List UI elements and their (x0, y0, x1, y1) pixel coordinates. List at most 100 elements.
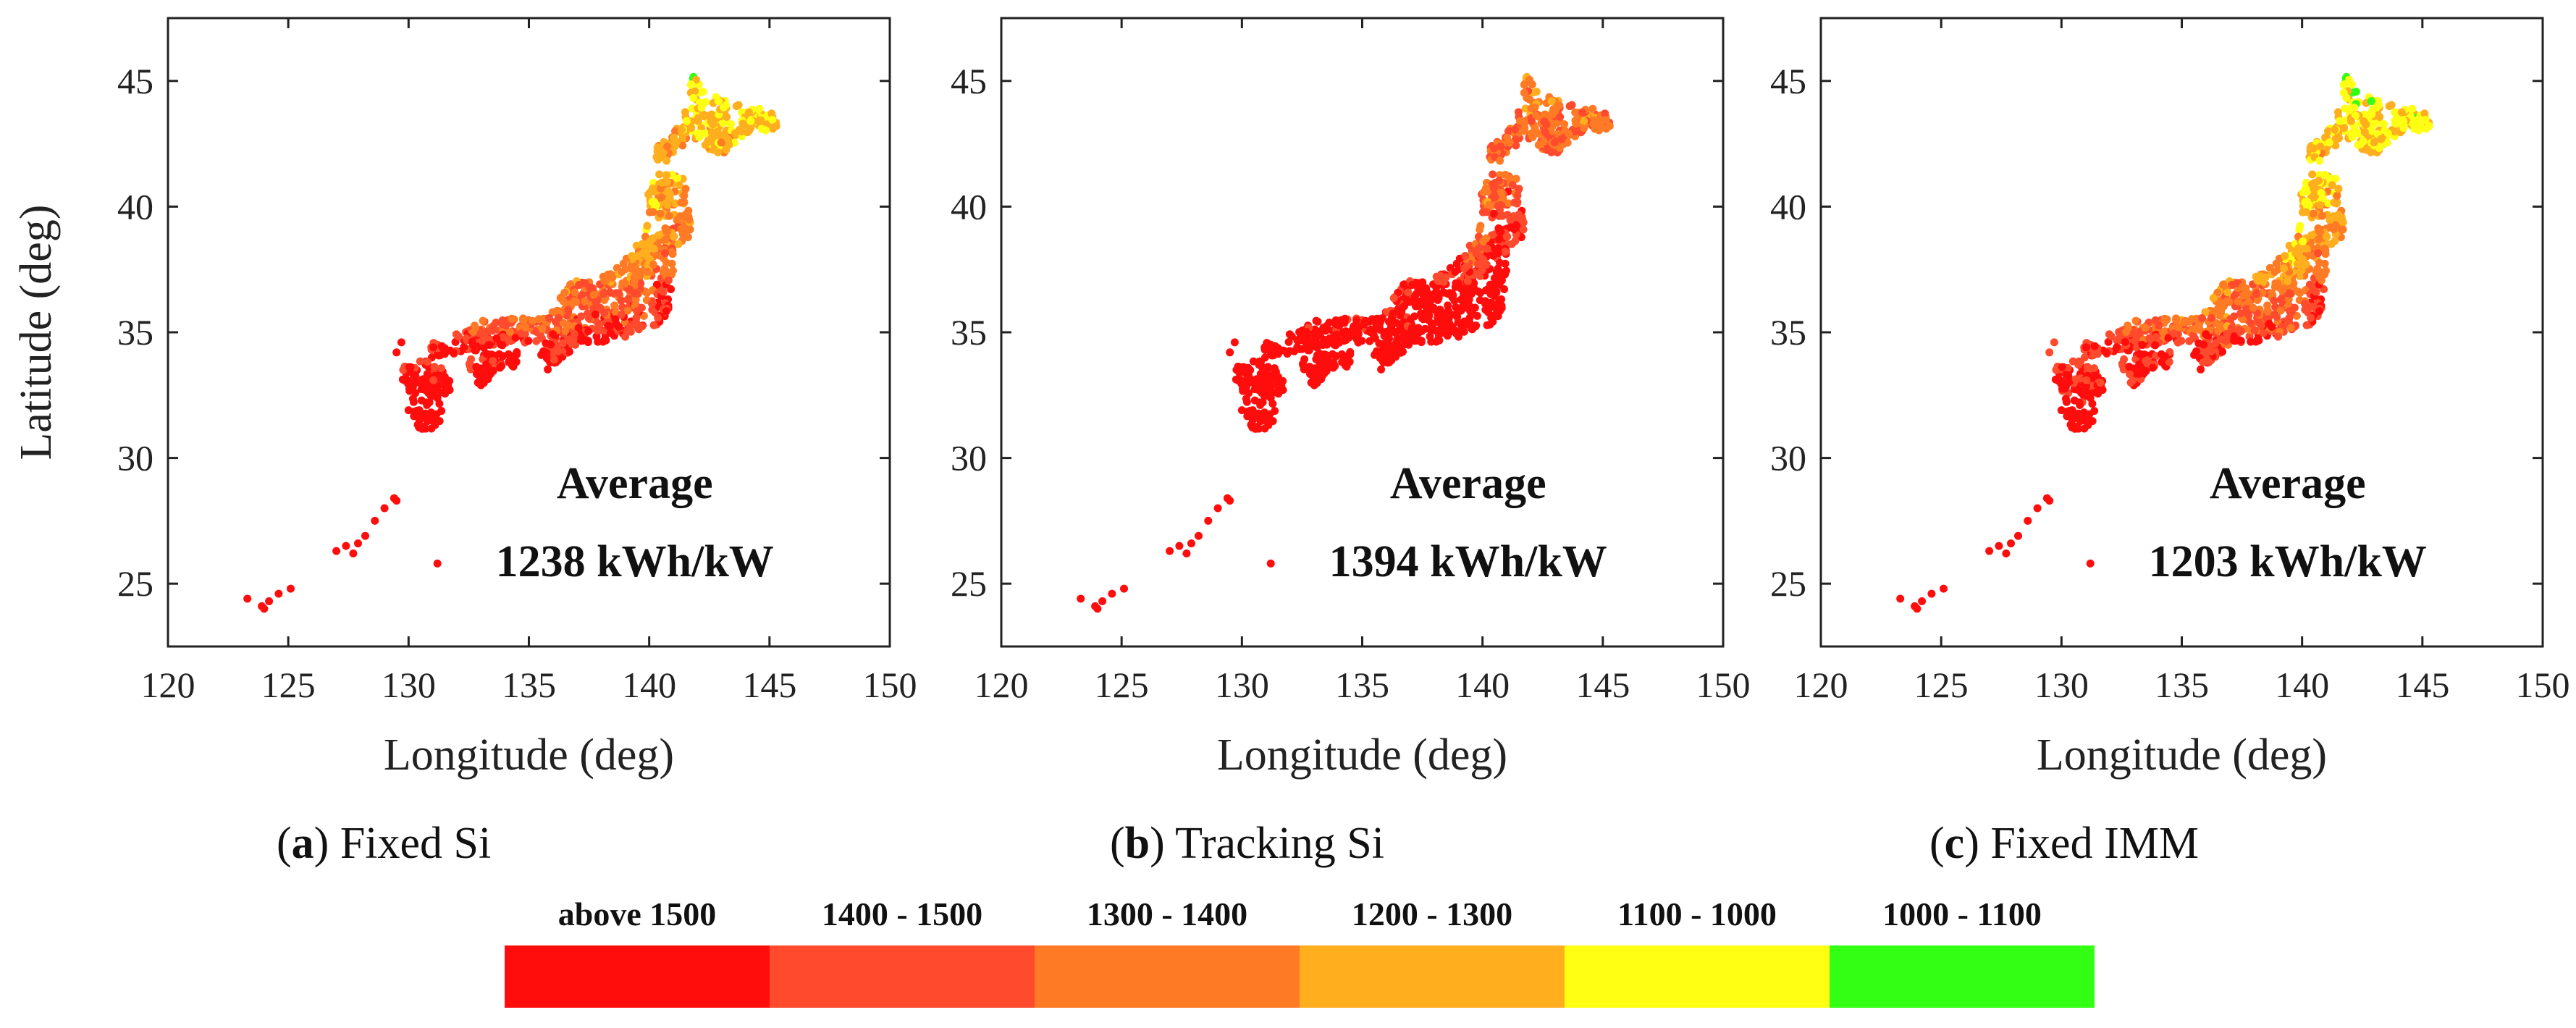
data-point (1482, 208, 1491, 216)
data-point (1371, 325, 1380, 333)
data-point (724, 135, 733, 143)
data-point (1424, 310, 1433, 319)
x-tick-label: 120 (141, 665, 195, 705)
x-tick-label: 135 (1335, 665, 1389, 705)
data-point (663, 142, 672, 151)
data-point (544, 365, 552, 374)
data-point (1283, 348, 1291, 357)
y-tick-label: 40 (951, 186, 987, 227)
data-point (746, 117, 755, 125)
data-point (577, 312, 586, 321)
data-point (2223, 288, 2232, 297)
data-point (1572, 119, 1580, 128)
data-point (1492, 287, 1501, 296)
data-point (1591, 125, 1599, 133)
data-point (1251, 424, 1260, 433)
data-point (2281, 252, 2289, 260)
caption-text: Fixed IMM (1990, 819, 2199, 868)
data-point (680, 213, 689, 222)
data-point (714, 97, 723, 106)
data-point (2071, 424, 2079, 433)
data-point (1427, 319, 1436, 328)
data-point (498, 341, 507, 350)
x-tick-label: 120 (1794, 665, 1848, 705)
data-point (2173, 329, 2182, 338)
data-point (1481, 300, 1489, 308)
data-point (1352, 316, 1361, 324)
data-point (1467, 324, 1476, 332)
data-point (2045, 497, 2054, 505)
data-point (2250, 326, 2259, 334)
data-point (498, 316, 507, 324)
data-point (1237, 406, 1246, 415)
data-point (2131, 337, 2139, 345)
x-tick-label: 140 (2275, 665, 2329, 705)
data-point (1093, 604, 1102, 613)
data-point (1311, 337, 1320, 345)
legend: above 1500 1400 - 1500 1300 - 1400 1200 - 1… (505, 896, 2095, 1008)
data-point (349, 549, 358, 557)
data-point (1516, 117, 1524, 125)
data-point (1486, 280, 1494, 289)
data-point (2270, 268, 2279, 276)
data-point (2276, 306, 2285, 315)
data-point (1274, 350, 1282, 358)
data-point (2164, 333, 2173, 342)
data-point (678, 141, 687, 150)
data-point (662, 156, 671, 165)
x-tick-label: 135 (502, 665, 556, 705)
data-point (615, 289, 623, 298)
data-point (1425, 298, 1434, 306)
data-point (1466, 307, 1475, 316)
data-point (1226, 497, 1234, 505)
data-point (1475, 244, 1483, 253)
data-point (2217, 321, 2226, 329)
data-point (584, 309, 592, 318)
data-point (478, 337, 487, 345)
data-point (687, 124, 696, 132)
data-point (437, 364, 445, 373)
data-point (2181, 316, 2189, 325)
data-point (2324, 199, 2333, 208)
data-point (1578, 108, 1586, 117)
data-point (492, 334, 501, 342)
data-point (649, 208, 657, 216)
data-point (1373, 347, 1381, 355)
data-point (624, 295, 633, 303)
data-point (429, 412, 438, 420)
data-point (649, 321, 658, 329)
data-point (1226, 348, 1234, 357)
x-tick-label: 125 (1095, 665, 1149, 705)
data-point (2218, 347, 2226, 356)
data-point (409, 371, 418, 379)
data-point (2258, 288, 2267, 297)
data-point (2331, 125, 2339, 134)
data-point (2325, 216, 2334, 224)
data-point (1354, 329, 1363, 338)
data-point (433, 559, 442, 568)
data-point (476, 376, 484, 385)
data-point (2277, 295, 2286, 303)
data-point (1556, 113, 1565, 121)
data-point (2317, 276, 2325, 285)
data-point (1542, 146, 1551, 154)
data-point (723, 113, 731, 121)
data-point (627, 264, 636, 273)
data-point (2304, 201, 2313, 209)
data-point (2322, 232, 2331, 241)
data-point (2223, 329, 2231, 338)
data-point (668, 259, 676, 268)
data-point (2302, 245, 2311, 253)
data-point (2296, 267, 2304, 276)
x-tick-label: 150 (1696, 665, 1751, 705)
data-point (550, 355, 558, 364)
data-point (571, 288, 579, 297)
legend-label: 1100 - 1000 (1617, 896, 1777, 932)
data-point (2362, 146, 2370, 154)
data-point (2268, 289, 2276, 298)
data-point (2242, 291, 2251, 299)
data-point (1246, 377, 1255, 386)
y-tick-label: 30 (117, 438, 153, 479)
x-tick-label: 120 (975, 665, 1029, 705)
data-point (570, 329, 578, 338)
